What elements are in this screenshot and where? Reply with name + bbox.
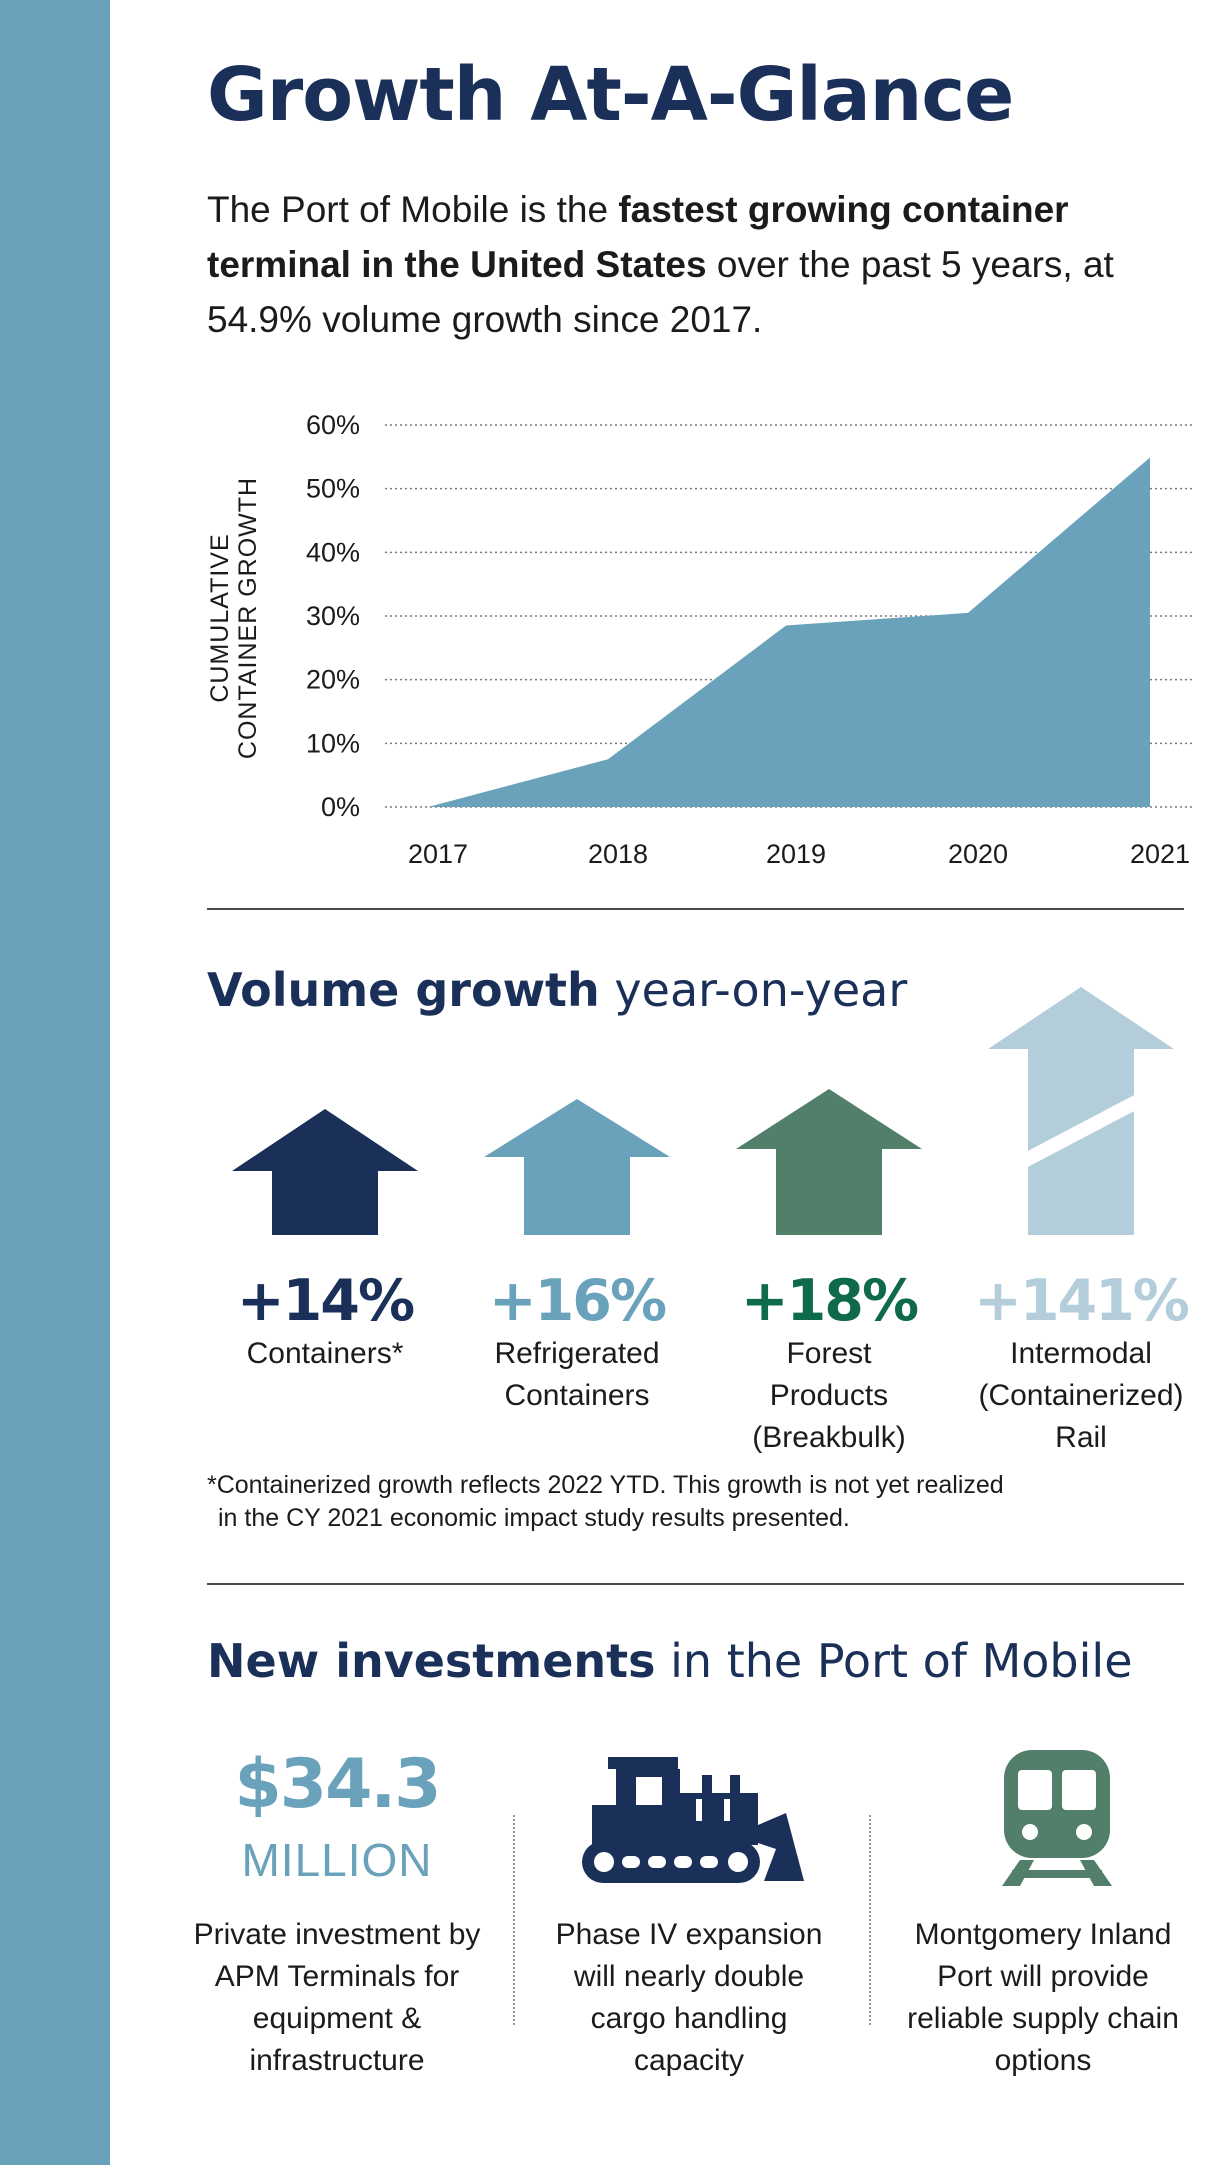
footnote: *Containerized growth reflects 2022 YTD.… (207, 1469, 1167, 1535)
y-tick-label: 30% (306, 601, 360, 631)
x-tick-label: 2021 (1130, 839, 1190, 869)
section-divider-1 (207, 908, 1184, 910)
volume-growth-heading: Volume growth year-on-year (207, 963, 907, 1017)
investment-unit: MILLION (241, 1834, 433, 1886)
containers-growth-value: +14% (236, 1268, 415, 1334)
y-tick-label: 20% (306, 665, 360, 695)
intro-highlight: fastest growing container terminal in th… (207, 189, 1069, 285)
bulldozer-icon (582, 1757, 804, 1883)
x-tick-label: 2019 (766, 839, 826, 869)
chart-ylabel-line1: CUMULATIVE (206, 533, 234, 702)
y-tick-label: 50% (306, 474, 360, 504)
column-divider-2 (869, 1815, 871, 2025)
column-divider-1 (513, 1815, 515, 2025)
investment-description-phase-iv: Phase IV expansion will nearly double ca… (555, 1918, 823, 2077)
intro-paragraph: The Port of Mobile is the fastest growin… (207, 182, 1197, 347)
containers-label: Containers* (246, 1337, 404, 1370)
refrigerated-growth-value: +16% (488, 1268, 667, 1334)
forest-products-arrow-icon (736, 1089, 922, 1235)
investments-heading-bold: New investments (207, 1634, 656, 1688)
volume-heading-bold: Volume growth (207, 963, 600, 1017)
footnote-line-2: in the CY 2021 economic impact study res… (218, 1504, 850, 1532)
forest-growth-value: +18% (740, 1268, 919, 1334)
x-tick-label: 2020 (948, 839, 1008, 869)
intro-text-1: The Port of Mobile is the (207, 189, 619, 230)
footnote-line-1: *Containerized growth reflects 2022 YTD.… (207, 1471, 1004, 1499)
y-tick-label: 60% (306, 410, 360, 440)
rail-label: Intermodal (Containerized) Rail (978, 1337, 1184, 1454)
section-divider-2 (207, 1583, 1184, 1585)
investment-amount: $34.3 (234, 1745, 441, 1824)
growth-area-chart: 0% 10% 20% 30% 40% 50% 60% 2017 2018 2019 2020 202… (206, 410, 1195, 869)
refrigerated-arrow-icon (484, 1099, 670, 1235)
rail-arrow-icon (988, 987, 1174, 1235)
x-tick-label: 2017 (408, 839, 468, 869)
refrigerated-label: Refrigerated Containers (494, 1337, 660, 1412)
cumulative-growth-area (428, 457, 1150, 807)
train-icon (1002, 1750, 1112, 1886)
y-tick-label: 10% (306, 728, 360, 758)
intro-text-2: over the past 5 years, at 54.9% volume g… (207, 244, 1114, 340)
x-tick-label: 2018 (588, 839, 648, 869)
forest-label: Forest Products (Breakbulk) (752, 1337, 906, 1454)
chart-ylabel-line2: CONTAINER GROWTH (234, 477, 262, 759)
volume-heading-rest: year-on-year (599, 963, 908, 1017)
rail-growth-value: +141% (974, 1268, 1190, 1334)
side-accent-bar (0, 0, 110, 2165)
investment-description-apm: Private investment by APM Terminals for … (193, 1918, 481, 2077)
investments-heading-rest: in the Port of Mobile (655, 1634, 1133, 1688)
y-tick-label: 0% (321, 792, 360, 822)
y-tick-label: 40% (306, 537, 360, 567)
page-title: Growth At-A-Glance (207, 52, 1014, 138)
investments-heading: New investments in the Port of Mobile (207, 1634, 1133, 1688)
investment-description-montgomery: Montgomery Inland Port will provide reli… (907, 1918, 1179, 2077)
containers-arrow-icon (232, 1109, 418, 1235)
